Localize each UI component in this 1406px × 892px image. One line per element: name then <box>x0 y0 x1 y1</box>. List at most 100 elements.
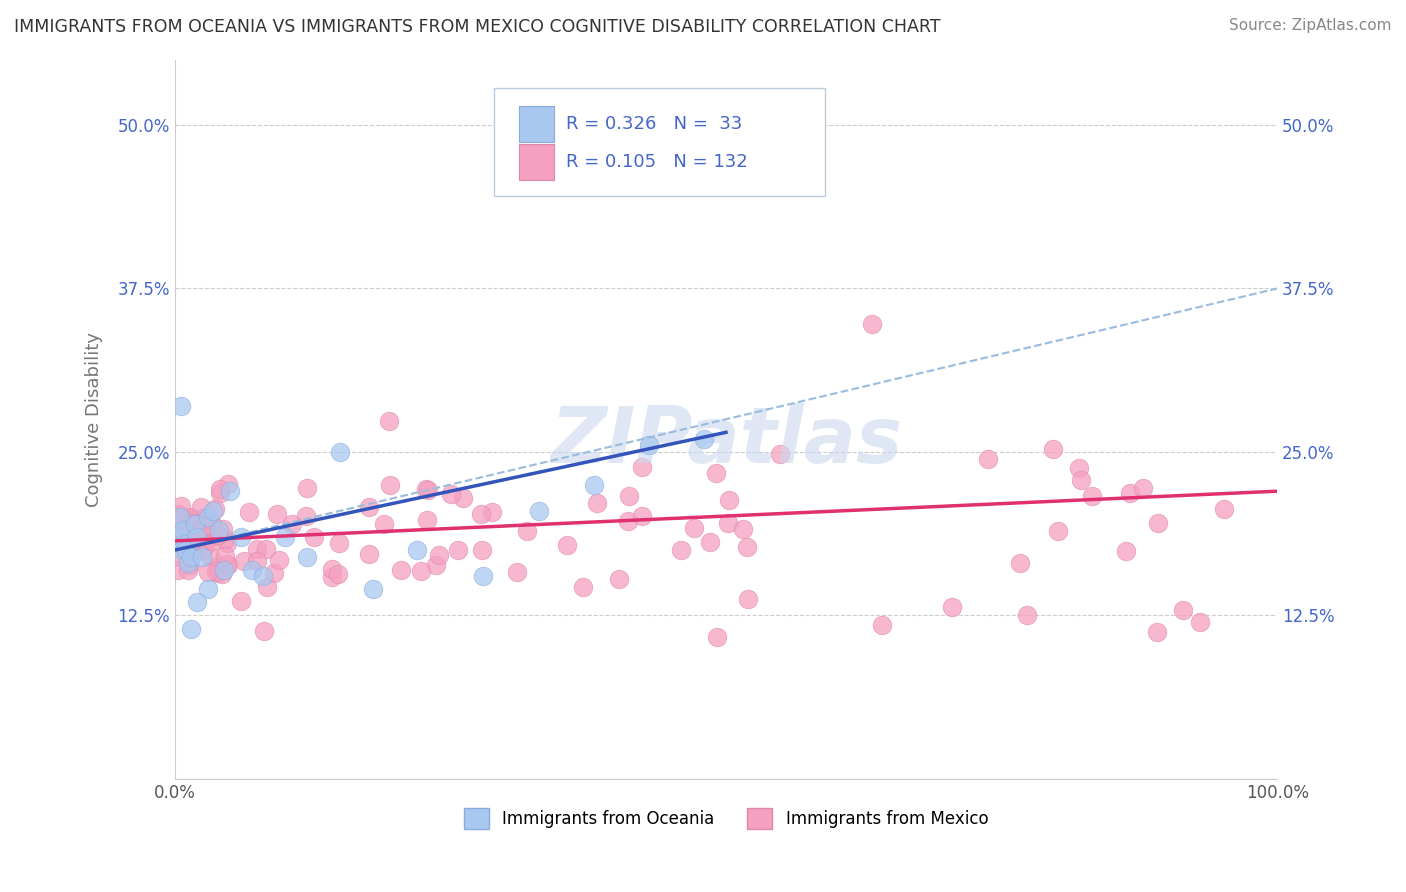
Text: ZIPatlas: ZIPatlas <box>550 403 903 479</box>
Legend: Immigrants from Oceania, Immigrants from Mexico: Immigrants from Oceania, Immigrants from… <box>457 802 995 835</box>
Point <box>415 482 437 496</box>
Point <box>440 487 463 501</box>
Point <box>630 509 652 524</box>
Point <box>373 516 395 531</box>
Point <box>174 543 197 558</box>
Point <box>197 582 219 597</box>
Point <box>1188 615 1211 629</box>
Bar <box>519 106 554 143</box>
Point <box>231 594 253 608</box>
Point <box>197 565 219 579</box>
Point <box>472 569 495 583</box>
Point <box>169 518 191 533</box>
Point <box>617 515 640 529</box>
Point <box>200 515 222 529</box>
Point <box>1119 486 1142 500</box>
Point <box>470 507 492 521</box>
Point <box>183 516 205 531</box>
Point <box>180 622 202 636</box>
Point <box>217 558 239 572</box>
Point <box>252 569 274 583</box>
Point <box>207 527 229 541</box>
Point <box>737 592 759 607</box>
Point <box>186 516 208 530</box>
Point <box>177 555 200 569</box>
Point <box>194 518 217 533</box>
Point <box>211 567 233 582</box>
Point <box>170 399 193 413</box>
Point <box>254 541 277 556</box>
Point <box>1115 544 1137 558</box>
Point <box>717 516 740 530</box>
Point <box>269 553 291 567</box>
Point <box>169 510 191 524</box>
Point <box>447 543 470 558</box>
Point <box>415 513 437 527</box>
Point <box>451 491 474 505</box>
Point <box>193 541 215 556</box>
Point <box>190 500 212 514</box>
Point <box>329 445 352 459</box>
Point <box>669 542 692 557</box>
Point <box>180 546 202 560</box>
Point <box>1070 473 1092 487</box>
Point <box>246 541 269 556</box>
Point <box>165 508 187 522</box>
Point <box>180 534 202 549</box>
Point <box>582 477 605 491</box>
Point <box>212 522 235 536</box>
Point <box>378 414 401 428</box>
Point <box>214 532 236 546</box>
Point <box>214 549 236 564</box>
Point <box>735 540 758 554</box>
Point <box>1146 624 1168 639</box>
Point <box>295 509 318 524</box>
Point <box>184 516 207 530</box>
Point <box>183 533 205 548</box>
Point <box>683 521 706 535</box>
Point <box>406 543 429 558</box>
Text: R = 0.326   N =  33: R = 0.326 N = 33 <box>567 115 742 133</box>
Point <box>527 504 550 518</box>
Point <box>427 548 450 562</box>
Point <box>733 522 755 536</box>
Point <box>165 549 187 563</box>
Point <box>699 534 721 549</box>
FancyBboxPatch shape <box>495 88 825 196</box>
Point <box>240 563 263 577</box>
Point <box>201 528 224 542</box>
Point <box>229 530 252 544</box>
Point <box>167 516 190 531</box>
Point <box>207 558 229 573</box>
Point <box>1213 501 1236 516</box>
Y-axis label: Cognitive Disability: Cognitive Disability <box>86 332 103 507</box>
Point <box>180 549 202 564</box>
Point <box>295 549 318 564</box>
Text: Source: ZipAtlas.com: Source: ZipAtlas.com <box>1229 18 1392 33</box>
Point <box>281 517 304 532</box>
Point <box>166 563 188 577</box>
Point <box>321 562 343 576</box>
Point <box>1147 516 1170 530</box>
Point <box>263 566 285 580</box>
Point <box>870 618 893 632</box>
Point <box>1067 460 1090 475</box>
Point <box>209 486 232 500</box>
Point <box>166 526 188 541</box>
Point <box>204 501 226 516</box>
Point <box>202 504 225 518</box>
Point <box>173 536 195 550</box>
Point <box>186 595 208 609</box>
Point <box>418 483 440 497</box>
Point <box>1173 603 1195 617</box>
Point <box>389 563 412 577</box>
Point <box>1081 489 1104 503</box>
Point <box>181 532 204 546</box>
Point <box>252 624 274 639</box>
Point <box>328 535 350 549</box>
Point <box>769 446 792 460</box>
Point <box>179 542 201 557</box>
Point <box>179 510 201 524</box>
Point <box>214 563 236 577</box>
Point <box>198 549 221 564</box>
